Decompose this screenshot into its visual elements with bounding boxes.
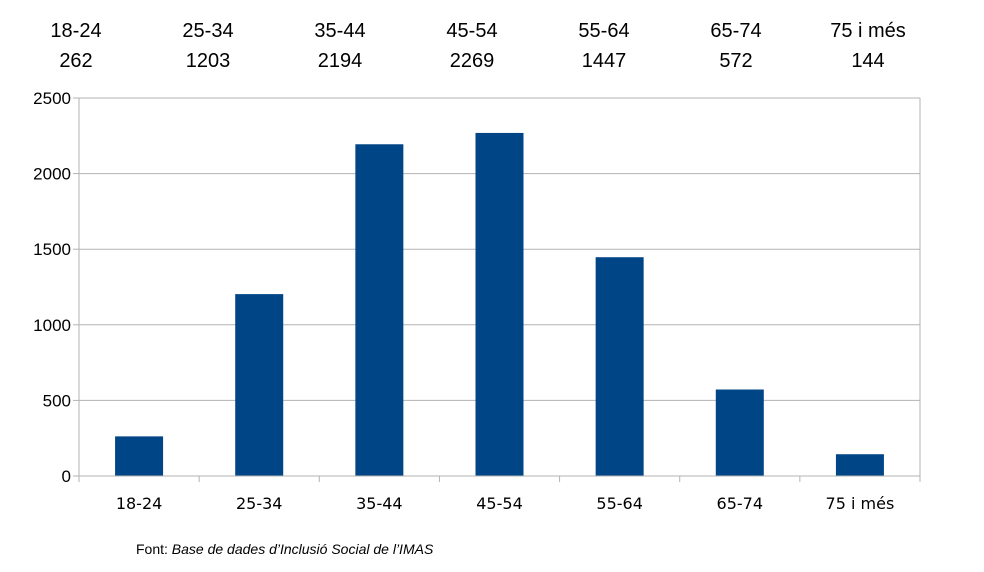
y-tick-label: 500 bbox=[43, 391, 71, 410]
summary-value: 144 bbox=[851, 50, 885, 72]
summary-value: 1447 bbox=[581, 50, 627, 72]
x-tick-label: 35-44 bbox=[356, 494, 403, 513]
x-tick-label: 75 i més bbox=[826, 494, 895, 513]
bar bbox=[235, 294, 284, 476]
summary-value: 262 bbox=[59, 50, 93, 72]
source-prefix: Font: bbox=[136, 541, 172, 557]
y-tick-label: 1000 bbox=[33, 316, 71, 335]
x-tick-label: 45-54 bbox=[476, 494, 523, 513]
summary-category: 65-74 bbox=[710, 20, 762, 42]
summary-table: 18-24 262 25-34 1203 35-44 2194 45-54 2269 55-64… bbox=[0, 0, 984, 90]
bar bbox=[595, 257, 644, 476]
bar bbox=[475, 132, 524, 477]
x-tick-label: 25-34 bbox=[236, 494, 283, 513]
summary-category: 45-54 bbox=[446, 20, 498, 42]
x-tick-label: 65-74 bbox=[717, 494, 764, 513]
y-tick-label: 2500 bbox=[33, 89, 71, 108]
y-tick-label: 2000 bbox=[33, 165, 71, 184]
summary-category: 35-44 bbox=[314, 20, 366, 42]
y-tick-label: 1500 bbox=[33, 240, 71, 259]
bar bbox=[715, 389, 764, 476]
summary-value: 572 bbox=[719, 50, 753, 72]
summary-value: 1203 bbox=[185, 50, 231, 72]
x-tick-label: 55-64 bbox=[596, 494, 643, 513]
summary-category: 25-34 bbox=[182, 20, 234, 42]
summary-category: 18-24 bbox=[50, 20, 102, 42]
summary-category: 55-64 bbox=[578, 20, 630, 42]
x-tick-label: 18-24 bbox=[116, 494, 163, 513]
summary-value: 2269 bbox=[449, 50, 495, 72]
source-text: Base de dades d’Inclusió Social de l’IMA… bbox=[171, 541, 434, 557]
summary-category: 75 i més bbox=[830, 20, 906, 42]
bar bbox=[355, 144, 404, 476]
source-note: Font: Base de dades d’Inclusió Social de… bbox=[136, 541, 433, 557]
y-tick-label: 0 bbox=[62, 467, 71, 486]
summary-value: 2194 bbox=[317, 50, 363, 72]
bar bbox=[835, 454, 884, 476]
bar bbox=[115, 436, 164, 476]
